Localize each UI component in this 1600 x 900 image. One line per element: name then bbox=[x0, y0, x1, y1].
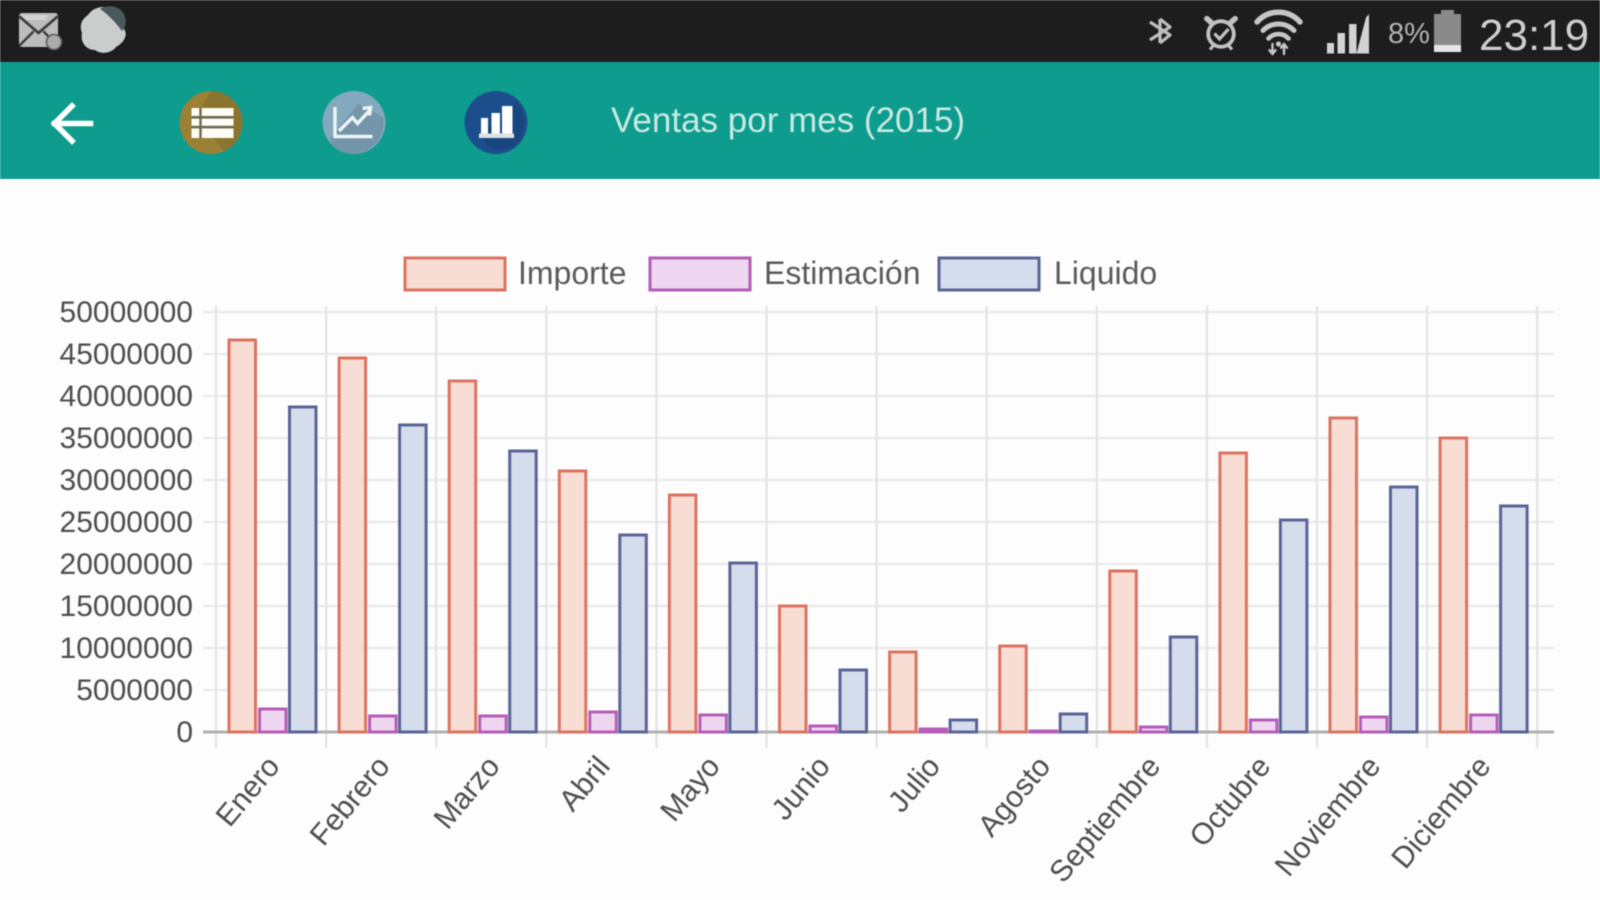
svg-text:Febrero: Febrero bbox=[304, 750, 397, 852]
svg-text:20000000: 20000000 bbox=[60, 548, 193, 581]
svg-text:Octubre: Octubre bbox=[1183, 750, 1277, 853]
svg-text:0: 0 bbox=[176, 716, 193, 749]
svg-text:10000000: 10000000 bbox=[60, 632, 193, 665]
svg-text:Marzo: Marzo bbox=[428, 750, 507, 835]
svg-text:40000000: 40000000 bbox=[60, 380, 193, 413]
svg-text:Enero: Enero bbox=[210, 750, 287, 833]
svg-text:Abril: Abril bbox=[553, 750, 617, 817]
svg-text:Diciembre: Diciembre bbox=[1385, 750, 1497, 875]
svg-text:Noviembre: Noviembre bbox=[1269, 750, 1388, 882]
svg-text:50000000: 50000000 bbox=[60, 296, 193, 329]
svg-text:25000000: 25000000 bbox=[60, 506, 193, 539]
svg-text:15000000: 15000000 bbox=[60, 590, 193, 623]
svg-text:Mayo: Mayo bbox=[654, 750, 726, 827]
svg-text:Junio: Junio bbox=[765, 750, 836, 826]
svg-text:45000000: 45000000 bbox=[60, 338, 193, 371]
svg-text:Importe: Importe bbox=[518, 255, 626, 291]
svg-text:35000000: 35000000 bbox=[60, 422, 193, 455]
svg-text:30000000: 30000000 bbox=[60, 464, 193, 497]
svg-text:Liquido: Liquido bbox=[1054, 255, 1157, 291]
svg-text:Septiembre: Septiembre bbox=[1043, 750, 1167, 889]
svg-text:Agosto: Agosto bbox=[972, 750, 1057, 843]
svg-text:Julio: Julio bbox=[882, 750, 947, 818]
svg-text:Estimación: Estimación bbox=[764, 255, 921, 291]
svg-text:5000000: 5000000 bbox=[76, 674, 193, 707]
